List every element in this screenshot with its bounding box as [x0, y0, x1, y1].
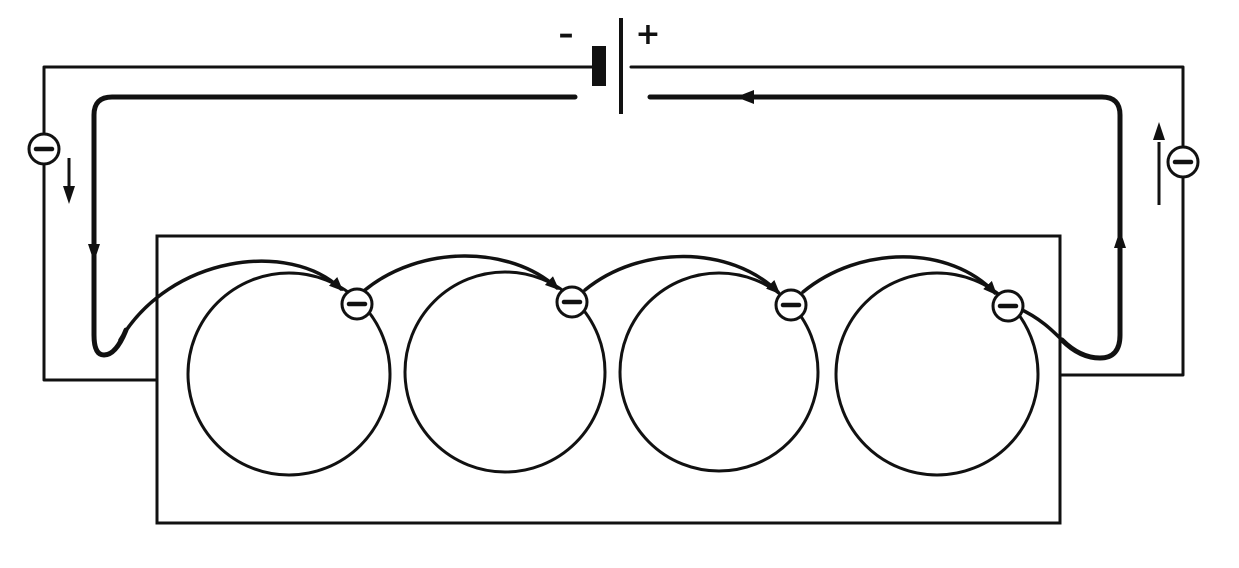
atom-1 — [186, 271, 392, 477]
flow-arrow-top-left — [736, 90, 754, 104]
electron-hop-3 — [583, 254, 781, 295]
battery: – + — [559, 17, 661, 114]
atom-electron-4 — [991, 289, 1025, 323]
electron-flow-right — [647, 94, 1123, 361]
battery-negative-label: – — [559, 17, 574, 52]
atom-electron-3 — [774, 288, 808, 322]
conductor-block — [155, 234, 1062, 525]
battery-positive-label: + — [635, 17, 660, 52]
circuit-wire-left — [42, 65, 602, 382]
atom-2 — [403, 270, 607, 474]
wire-arrow-left — [63, 158, 75, 204]
wire-electron-right — [1166, 145, 1200, 179]
electron-hop-1 — [118, 259, 344, 342]
atom-electron-1 — [340, 287, 374, 321]
flow-arrow-left-down — [88, 244, 100, 262]
wire-electron-left — [27, 132, 61, 166]
battery-negative-plate — [592, 46, 606, 86]
wire-arrow-right — [1153, 122, 1165, 205]
electron-hop-4 — [801, 255, 998, 296]
electron-hop-2 — [363, 254, 560, 292]
electron-flow-left — [91, 94, 578, 358]
flow-arrow-right-up — [1114, 230, 1126, 248]
atom-3 — [618, 271, 820, 473]
atom-electron-2 — [555, 285, 589, 319]
circuit-wire-right — [629, 65, 1185, 377]
atom-4 — [834, 271, 1040, 477]
